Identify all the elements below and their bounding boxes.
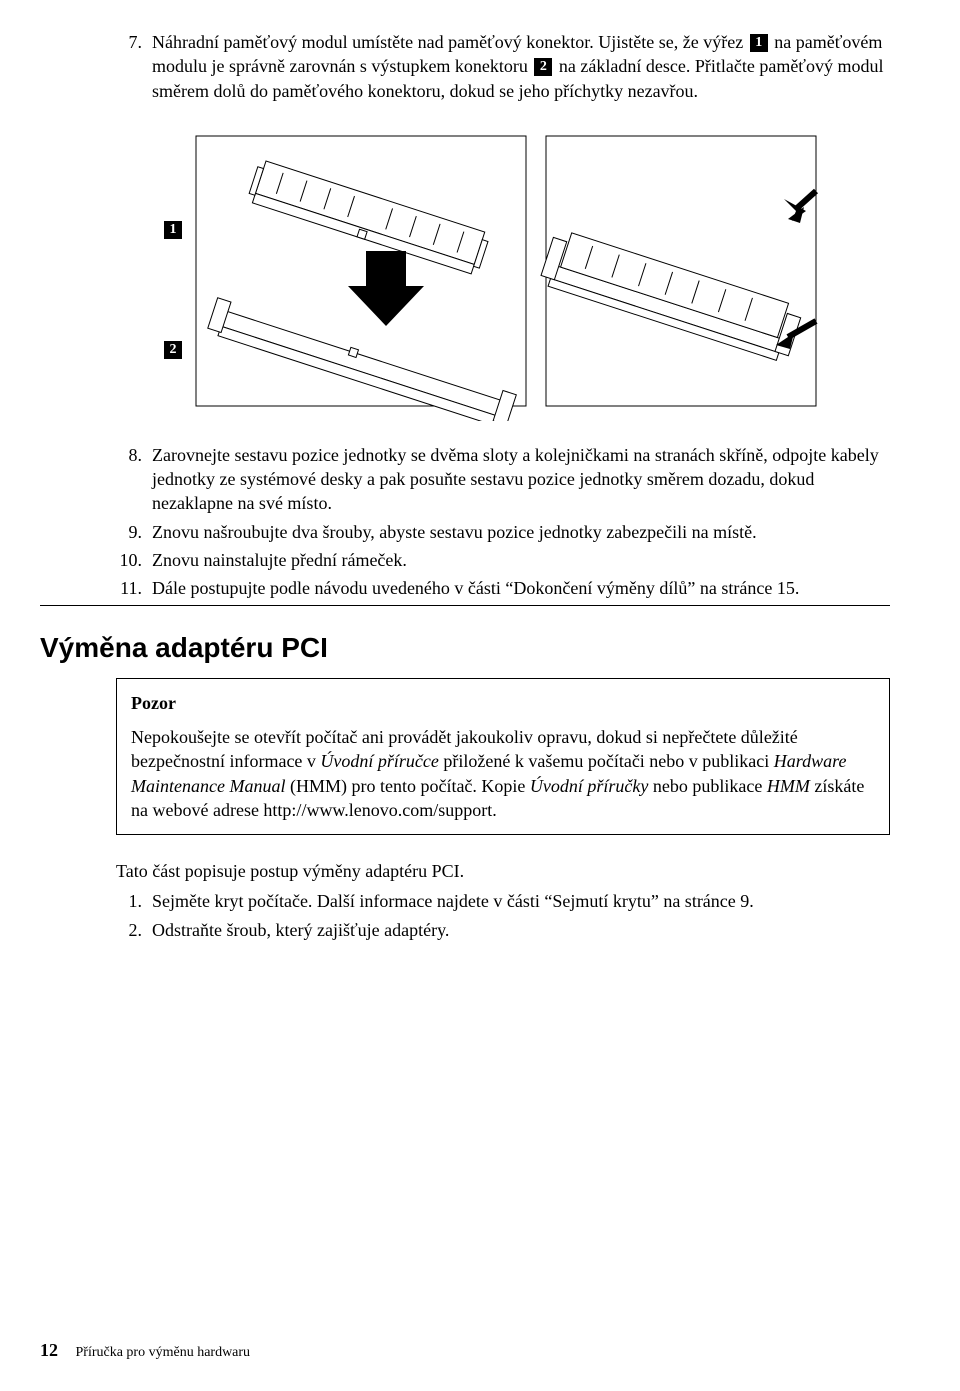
list-item: 8.Zarovnejte sestavu pozice jednotky se … [116,443,890,516]
page-footer: 12 Příručka pro výměnu hardwaru [40,1340,250,1361]
figure-callout-2: 2 [164,341,182,359]
list-number: 1. [116,889,152,913]
list-text: Dále postupujte podle návodu uvedeného v… [152,576,890,600]
inline-callout-icon: 1 [750,34,768,52]
attention-notice: Pozor Nepokoušejte se otevřít počítač an… [116,678,890,835]
ordered-list-top: 7. Náhradní paměťový modul umístěte nad … [116,30,890,103]
list-text: Znovu našroubujte dva šrouby, abyste ses… [152,520,890,544]
list-number: 8. [116,443,152,516]
list-number: 2. [116,918,152,942]
page-content: 7. Náhradní paměťový modul umístěte nad … [0,0,960,1391]
page-number: 12 [40,1340,58,1360]
list-text: Sejměte kryt počítače. Další informace n… [152,889,890,913]
list-text: Zarovnejte sestavu pozice jednotky se dv… [152,443,890,516]
notice-body: Nepokoušejte se otevřít počítač ani prov… [131,725,875,822]
list-text: Náhradní paměťový modul umístěte nad pam… [152,30,890,103]
list-item: 7. Náhradní paměťový modul umístěte nad … [116,30,890,103]
notice-title: Pozor [131,691,875,715]
section-heading: Výměna adaptéru PCI [40,632,890,664]
list-item: 11.Dále postupujte podle návodu uvedenéh… [116,576,890,600]
list-number: 9. [116,520,152,544]
list-item: 10.Znovu nainstalujte přední rámeček. [116,548,890,572]
ordered-list-pci: 1.Sejměte kryt počítače. Další informace… [116,889,890,942]
footer-title: Příručka pro výměnu hardwaru [76,1345,251,1360]
figure-callout-1: 1 [164,221,182,239]
list-number: 10. [116,548,152,572]
list-number: 11. [116,576,152,600]
list-number: 7. [116,30,152,103]
list-text: Znovu nainstalujte přední rámeček. [152,548,890,572]
memory-module-figure: 1 2 [116,121,890,421]
list-item: 9.Znovu našroubujte dva šrouby, abyste s… [116,520,890,544]
section-rule [40,605,890,606]
pci-intro-paragraph: Tato část popisuje postup výměny adaptér… [116,859,890,883]
inline-callout-icon: 2 [534,58,552,76]
ordered-list-after-figure: 8.Zarovnejte sestavu pozice jednotky se … [116,443,890,601]
list-item: 1.Sejměte kryt počítače. Další informace… [116,889,890,913]
list-text: Odstraňte šroub, který zajišťuje adaptér… [152,918,890,942]
list-item: 2.Odstraňte šroub, který zajišťuje adapt… [116,918,890,942]
figure-svg [116,121,836,421]
